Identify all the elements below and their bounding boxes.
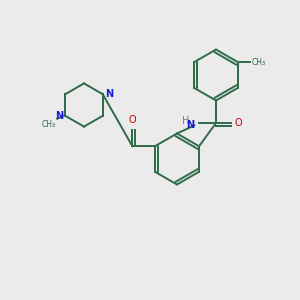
Text: O: O — [235, 118, 242, 128]
Text: N: N — [105, 89, 113, 99]
Text: N: N — [186, 120, 194, 130]
Text: CH₃: CH₃ — [42, 120, 56, 129]
Text: N: N — [55, 111, 63, 121]
Text: O: O — [129, 115, 136, 125]
Text: H: H — [182, 116, 189, 126]
Text: CH₃: CH₃ — [252, 58, 266, 67]
